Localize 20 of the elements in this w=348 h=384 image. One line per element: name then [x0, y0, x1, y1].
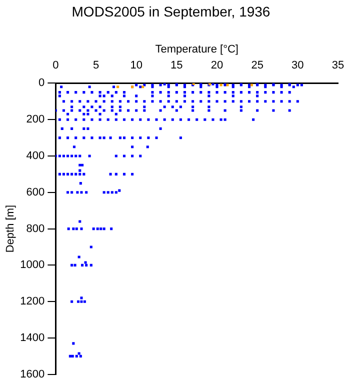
chart-title: MODS2005 in September, 1936 — [72, 3, 270, 20]
x-tick-label: 35 — [332, 60, 344, 72]
x-tick-label: 15 — [170, 60, 183, 72]
x-tick-label: 25 — [251, 60, 264, 72]
y-tick-label: 0 — [38, 77, 45, 90]
y-tick-label: 1400 — [20, 332, 45, 344]
x-tick-label: 0 — [52, 60, 59, 72]
x-tick-label: 5 — [92, 60, 100, 72]
x-axis-title: Temperature [°C] — [155, 43, 238, 56]
y-tick-label: 1200 — [20, 296, 45, 308]
x-tick-label: 30 — [292, 60, 304, 72]
y-tick-label: 600 — [26, 186, 45, 198]
y-tick-label: 400 — [26, 150, 45, 162]
y-tick-label: 1000 — [20, 259, 45, 272]
y-tick-label: 800 — [26, 222, 45, 235]
y-tick-label: 1600 — [20, 368, 45, 380]
y-axis-title: Depth [m] — [4, 204, 17, 253]
y-tick-label: 200 — [26, 114, 45, 126]
x-tick-label: 20 — [210, 60, 224, 72]
x-tick-label: 10 — [130, 60, 142, 72]
